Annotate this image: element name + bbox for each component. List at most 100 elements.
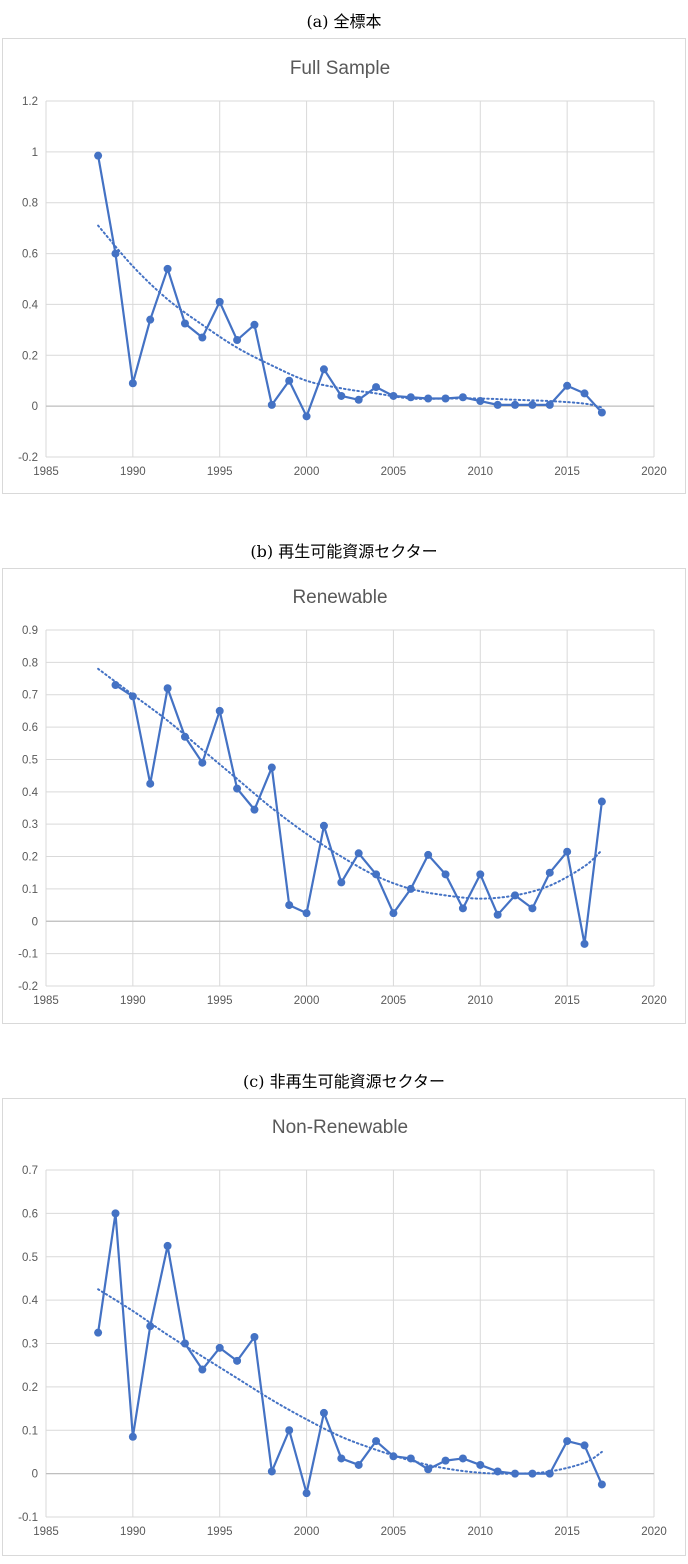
y-tick-label: 0.6 [22, 722, 38, 734]
data-point [458, 1454, 467, 1463]
data-point [267, 400, 276, 409]
y-tick-label: -0.1 [18, 949, 38, 961]
data-point [511, 400, 520, 409]
x-tick-label: 2000 [294, 1526, 320, 1538]
data-point [424, 850, 433, 859]
data-point [215, 1343, 224, 1352]
data-point [250, 320, 259, 329]
x-tick-label: 2010 [467, 466, 493, 478]
y-tick-label: 0.5 [22, 1252, 38, 1264]
data-point [528, 904, 537, 913]
data-point [545, 1469, 554, 1478]
data-point [302, 412, 311, 421]
x-tick-label: 1990 [120, 995, 146, 1007]
panel-heading-c: (c) 非再生可能資源セクター [243, 1072, 445, 1091]
data-point [441, 394, 450, 403]
x-tick-label: 2015 [554, 995, 580, 1007]
data-point [563, 847, 572, 856]
chart-frame-full-sample: Full Sample -0.2 0 0.2 0.4 0.6 0.8 1 1.2 1985 1990… [2, 38, 686, 494]
data-point [406, 393, 415, 402]
data-point [215, 706, 224, 715]
chart-full-sample: Full Sample -0.2 0 0.2 0.4 0.6 0.8 1 1.2 1985 1990… [18, 58, 667, 478]
data-point [285, 901, 294, 910]
y-tick-label: 1.2 [22, 96, 38, 108]
data-point [198, 1365, 207, 1374]
data-point [372, 870, 381, 879]
y-tick-label: 0.1 [22, 884, 38, 896]
data-point [111, 681, 120, 690]
data-point [389, 909, 398, 918]
trendline [97, 224, 603, 409]
data-point [354, 849, 363, 858]
x-tick-label: 1985 [33, 466, 59, 478]
data-point [198, 333, 207, 342]
data-point [250, 1332, 259, 1341]
y-tick-label: -0.1 [18, 1512, 38, 1524]
x-tick-label: 2010 [467, 995, 493, 1007]
data-point [528, 1469, 537, 1478]
data-point [337, 1454, 346, 1463]
data-point [580, 939, 589, 948]
data-point [458, 393, 467, 402]
panel-heading-a: (a) 全標本 [306, 12, 382, 31]
trendline [97, 1288, 603, 1475]
data-point [180, 319, 189, 328]
x-tick-label: 1985 [33, 1526, 59, 1538]
series-line [114, 684, 603, 946]
y-tick-label: 0.2 [22, 350, 38, 362]
data-point [146, 1322, 155, 1331]
data-point [319, 821, 328, 830]
y-tick-label: 0.4 [22, 1295, 39, 1307]
data-point [372, 1437, 381, 1446]
y-tick-label: 1 [32, 147, 38, 159]
y-tick-label: 0.4 [22, 299, 39, 311]
y-tick-label: 0.9 [22, 625, 38, 637]
data-point [476, 397, 485, 406]
data-point [389, 391, 398, 400]
data-point [372, 383, 381, 392]
chart-title: Full Sample [290, 58, 390, 79]
data-point [597, 408, 606, 417]
panel-heading-b: (b) 再生可能資源セクター [250, 542, 438, 561]
data-point [94, 1328, 103, 1337]
data-point [163, 264, 172, 273]
series-line [97, 1212, 603, 1495]
y-tick-label: 0.7 [22, 1165, 38, 1177]
data-point [285, 1426, 294, 1435]
y-tick-label: -0.2 [18, 981, 38, 993]
y-tick-label: 0.2 [22, 852, 38, 864]
y-tick-label: 0 [32, 1469, 38, 1481]
y-tick-label: 0.3 [22, 819, 38, 831]
data-point [441, 870, 450, 879]
data-point [128, 1432, 137, 1441]
data-point [476, 870, 485, 879]
data-point [111, 249, 120, 258]
x-tick-label: 2015 [554, 1526, 580, 1538]
data-point [354, 1460, 363, 1469]
data-point [597, 1480, 606, 1489]
x-tick-label: 2005 [381, 1526, 407, 1538]
x-tick-label: 1995 [207, 466, 233, 478]
data-point [493, 910, 502, 919]
data-point [302, 909, 311, 918]
data-point [180, 1339, 189, 1348]
data-point [406, 1454, 415, 1463]
y-tick-label: 0 [32, 916, 38, 928]
data-point [128, 692, 137, 701]
x-tick-label: 2020 [641, 995, 667, 1007]
data-point [597, 797, 606, 806]
data-point [545, 868, 554, 877]
data-point [545, 400, 554, 409]
data-point [233, 784, 242, 793]
data-point [337, 878, 346, 887]
series-line [97, 155, 603, 418]
data-point [285, 376, 294, 385]
x-tick-label: 2010 [467, 1526, 493, 1538]
data-point [319, 365, 328, 374]
data-point [180, 732, 189, 741]
x-tick-label: 1990 [120, 466, 146, 478]
x-tick-label: 2000 [294, 466, 320, 478]
data-point [354, 395, 363, 404]
chart-renewable: Renewable -0.2 -0.1 0 0.1 0.2 0.3 0.4 0.5 0.6 0.7 0… [18, 587, 667, 1007]
data-point [146, 315, 155, 324]
